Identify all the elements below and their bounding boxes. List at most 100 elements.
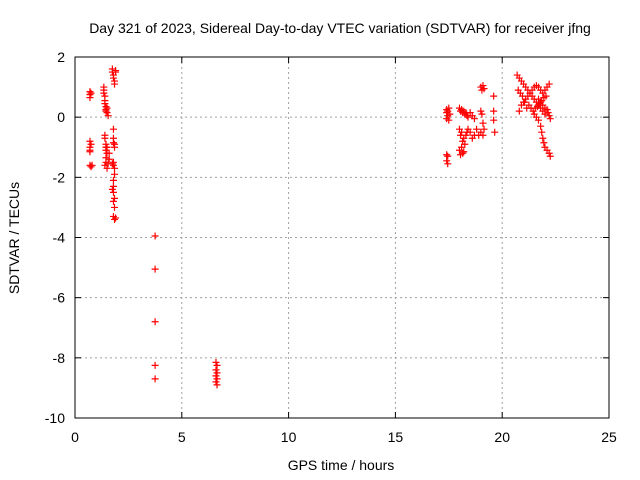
data-point: [86, 94, 94, 102]
y-tick-label: 2: [57, 49, 65, 65]
data-point: [102, 146, 110, 154]
data-point: [101, 134, 109, 142]
data-point: [480, 85, 488, 93]
y-tick-label: -10: [45, 410, 65, 426]
data-point: [109, 74, 117, 82]
data-point: [470, 115, 478, 123]
data-point: [542, 92, 550, 100]
data-point: [443, 109, 451, 117]
data-point: [87, 89, 95, 97]
data-point: [212, 378, 220, 386]
data-point: [109, 161, 117, 169]
chart-title: Day 321 of 2023, Sidereal Day-to-day VTE…: [89, 20, 591, 36]
data-point: [102, 107, 110, 115]
data-point: [111, 203, 119, 211]
data-point: [103, 109, 111, 117]
x-tick-label: 5: [178, 429, 186, 445]
y-tick-label: 0: [57, 109, 65, 125]
data-point: [213, 375, 221, 383]
data-point: [546, 115, 554, 123]
data-point: [151, 265, 159, 273]
data-point: [545, 80, 553, 88]
data-point: [445, 104, 453, 112]
data-point: [480, 125, 488, 133]
data-point: [86, 137, 94, 145]
data-point: [477, 128, 485, 136]
data-point: [459, 149, 467, 157]
x-tick-label: 15: [388, 429, 404, 445]
data-point: [151, 318, 159, 326]
data-point: [100, 89, 108, 97]
data-point: [104, 112, 112, 120]
y-tick-label: -4: [53, 230, 66, 246]
data-point: [151, 232, 159, 240]
data-point: [213, 361, 221, 369]
data-point: [466, 128, 474, 136]
data-point: [111, 194, 119, 202]
data-point: [212, 372, 220, 380]
data-point: [105, 149, 113, 157]
x-tick-label: 10: [281, 429, 297, 445]
data-point: [537, 122, 545, 130]
data-point: [111, 215, 119, 223]
data-point: [543, 106, 551, 114]
data-point: [458, 143, 466, 151]
x-tick-label: 0: [71, 429, 79, 445]
data-point: [515, 107, 523, 115]
data-point: [105, 155, 113, 163]
grid-layer: [75, 57, 609, 418]
data-point: [109, 176, 117, 184]
data-point: [545, 149, 553, 157]
y-axis-label: SDTVAR / TECUs: [6, 182, 22, 294]
data-point: [109, 139, 117, 147]
data-point: [538, 128, 546, 136]
data-point: [212, 366, 220, 374]
data-point: [111, 170, 119, 178]
data-point: [213, 381, 221, 389]
data-point: [479, 119, 487, 127]
y-tick-label: -6: [53, 290, 66, 306]
data-point: [109, 188, 117, 196]
x-tick-label: 25: [601, 429, 617, 445]
data-point: [539, 134, 547, 142]
data-point: [546, 152, 554, 160]
data-point: [108, 185, 116, 193]
data-point: [111, 80, 119, 88]
data-point: [108, 160, 116, 168]
data-point: [460, 148, 468, 156]
data-point: [521, 98, 529, 106]
x-tick-label: 20: [494, 429, 510, 445]
x-axis-label: GPS time / hours: [288, 457, 395, 473]
data-point: [478, 110, 486, 118]
data-point: [545, 112, 553, 120]
data-point: [151, 375, 159, 383]
data-point: [103, 143, 111, 151]
axes-layer: 0 5 10 15 20 25 -10 -8 -6 -4 -2 0 2: [45, 49, 617, 445]
points-layer: [86, 65, 554, 389]
data-point: [444, 160, 452, 168]
data-point: [541, 110, 549, 118]
data-point: [473, 125, 481, 133]
data-point: [477, 107, 485, 115]
data-point: [111, 164, 119, 172]
data-point: [445, 116, 453, 124]
data-point: [490, 92, 498, 100]
data-point: [490, 107, 498, 115]
data-point: [491, 128, 499, 136]
data-point: [212, 358, 220, 366]
data-point: [213, 369, 221, 377]
data-point: [464, 113, 472, 121]
data-point: [109, 125, 117, 133]
data-point: [544, 109, 552, 117]
data-point: [461, 140, 469, 148]
data-point: [518, 92, 526, 100]
data-point: [109, 197, 117, 205]
data-point: [101, 100, 109, 108]
plot-frame: [74, 56, 610, 419]
data-point: [462, 131, 470, 139]
data-point: [540, 139, 548, 147]
data-point: [112, 67, 120, 75]
data-point: [444, 152, 452, 160]
